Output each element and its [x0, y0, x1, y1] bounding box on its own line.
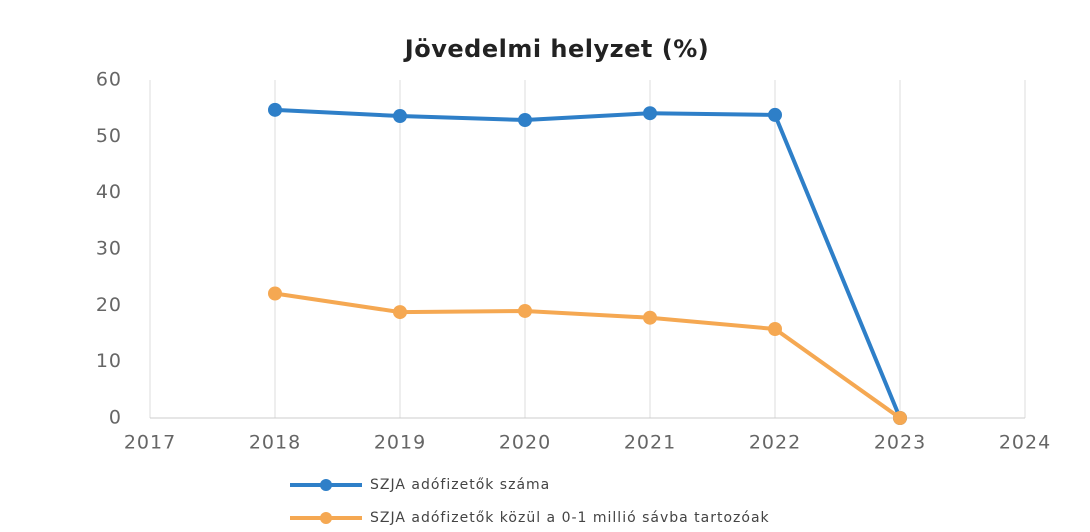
x-tick-label: 2019 — [374, 432, 426, 454]
legend-label: SZJA adófizetők száma — [370, 477, 550, 493]
x-tick-label: 2017 — [124, 432, 176, 454]
y-tick-label: 40 — [96, 181, 122, 203]
y-tick-label: 10 — [96, 350, 122, 372]
point — [893, 411, 907, 425]
y-tick-label: 60 — [96, 69, 122, 91]
point — [393, 109, 407, 124]
y-tick-label: 30 — [96, 238, 122, 260]
x-tick-label: 2020 — [499, 432, 551, 454]
legend-label: SZJA adófizetők közül a 0-1 millió sávba… — [370, 510, 770, 526]
y-tick-label: 50 — [96, 125, 122, 147]
point — [643, 106, 657, 121]
x-tick-label: 2021 — [624, 432, 676, 454]
series-line — [274, 291, 902, 420]
x-tick-label: 2018 — [249, 432, 301, 454]
point — [268, 286, 282, 301]
point — [768, 321, 782, 336]
point — [518, 112, 532, 127]
series-line — [274, 107, 902, 419]
legend-marker — [320, 512, 332, 524]
x-tick-label: 2024 — [999, 432, 1051, 454]
point — [643, 310, 657, 325]
legend-marker — [320, 479, 332, 491]
point — [393, 305, 407, 320]
x-tick-label: 2022 — [749, 432, 801, 454]
chart-title: Jövedelmi helyzet (%) — [403, 35, 709, 63]
y-tick-label: 20 — [96, 294, 122, 316]
point — [268, 102, 282, 117]
y-tick-label: 0 — [109, 407, 122, 429]
point — [768, 107, 782, 122]
point — [518, 303, 532, 318]
x-tick-label: 2023 — [874, 432, 926, 454]
